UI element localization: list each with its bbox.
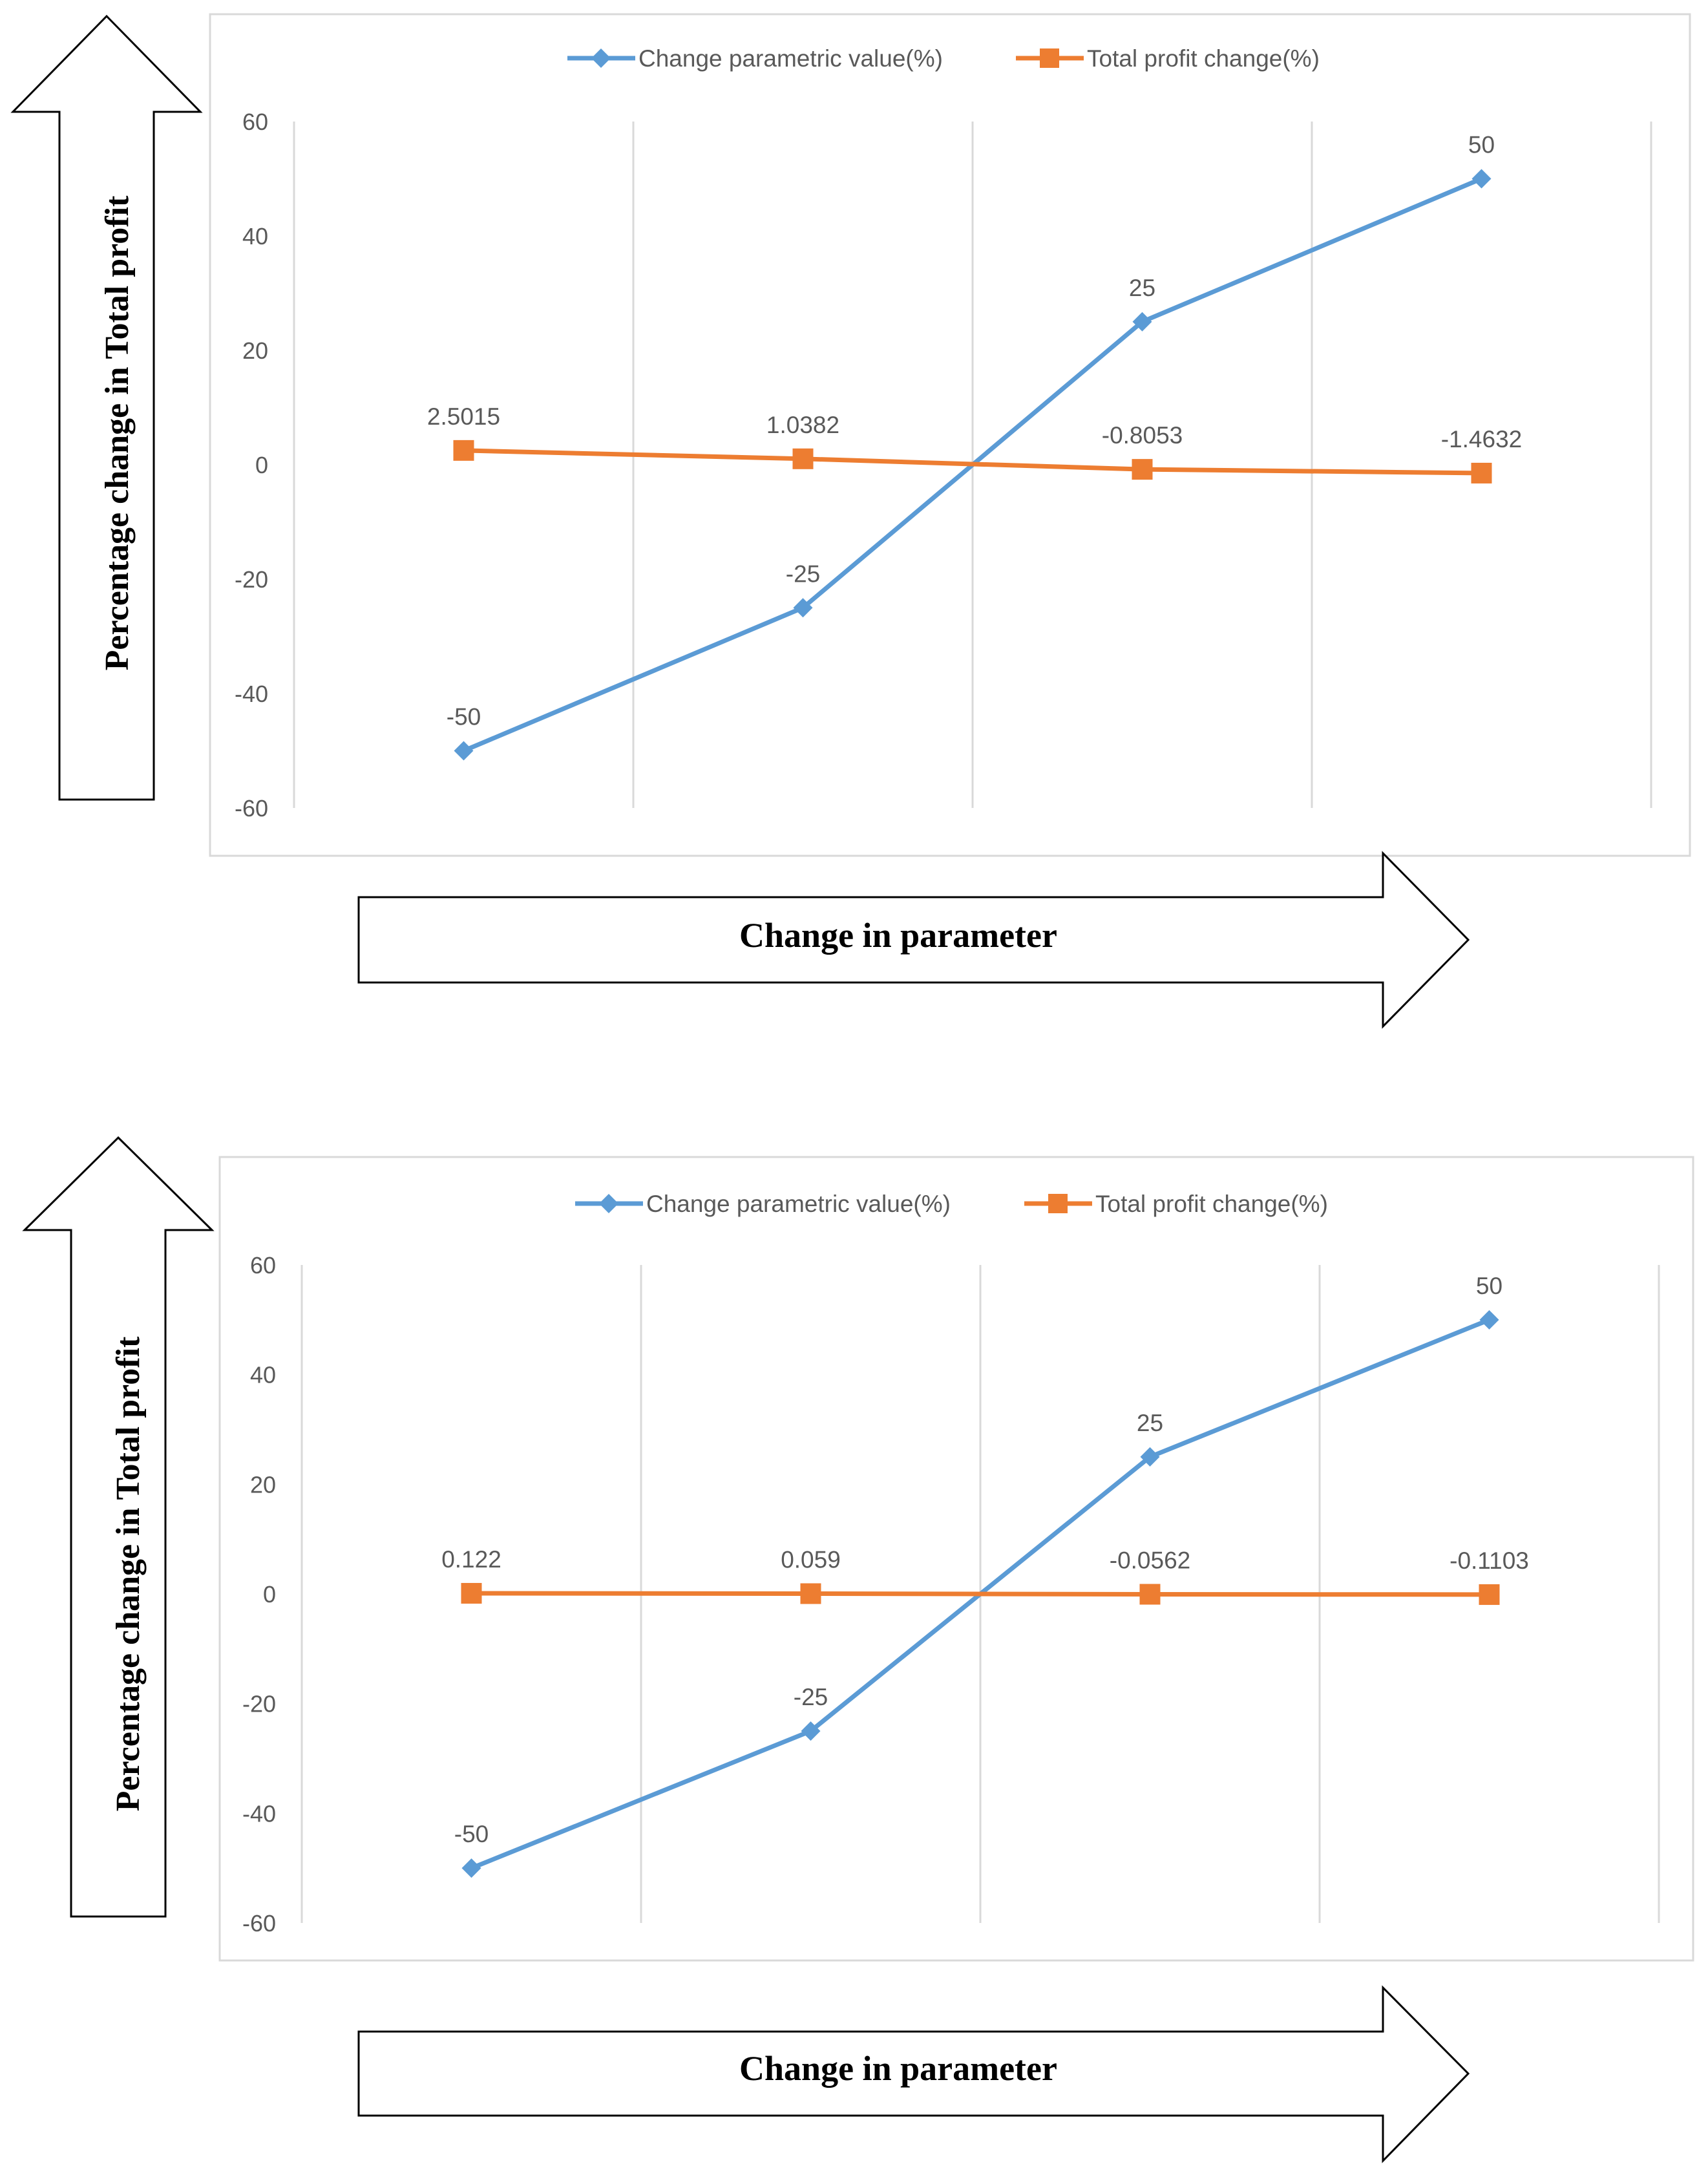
legend-label: Total profit change(%) — [1087, 45, 1320, 72]
data-label: 2.5015 — [427, 403, 500, 430]
series-line-2 — [461, 448, 1484, 476]
data-point-diamond — [1471, 169, 1492, 189]
y-axis-title: Percentage change in Total profit — [99, 195, 136, 670]
y-tick-label: 60 — [250, 1252, 276, 1279]
data-label: 1.0382 — [766, 412, 839, 438]
data-point-diamond — [454, 741, 474, 761]
chart-frame — [218, 1156, 1694, 1962]
data-point-square — [453, 440, 474, 461]
legend-label: Total profit change(%) — [1095, 1191, 1328, 1217]
data-label: -1.4632 — [1441, 426, 1523, 452]
legend-marker-square — [1040, 48, 1059, 68]
y-axis-arrow — [10, 14, 203, 801]
y-tick-label: -40 — [235, 681, 268, 707]
data-point-square — [1471, 462, 1492, 483]
series-line-2 — [469, 1591, 1492, 1597]
x-axis-title: Change in parameter — [739, 916, 1057, 955]
data-point-square — [461, 1582, 482, 1604]
data-label: -50 — [447, 704, 481, 730]
x-axis-title: Change in parameter — [739, 2049, 1057, 2088]
x-axis-arrow — [357, 1985, 1470, 2163]
data-label: -0.0562 — [1110, 1547, 1191, 1573]
legend-label: Change parametric value(%) — [638, 45, 943, 72]
data-label: 0.122 — [441, 1546, 501, 1573]
data-label: 0.059 — [781, 1546, 841, 1573]
data-point-diamond — [801, 1721, 821, 1741]
y-tick-label: 20 — [250, 1471, 276, 1498]
data-label: -0.1103 — [1450, 1547, 1529, 1574]
data-point-square — [800, 1583, 821, 1604]
y-tick-label: 60 — [242, 109, 268, 135]
legend-label: Change parametric value(%) — [646, 1191, 951, 1217]
legend-marker-diamond — [591, 48, 611, 68]
data-point-square — [1479, 1584, 1500, 1605]
data-point-diamond — [793, 598, 813, 618]
y-tick-label: -20 — [235, 566, 268, 593]
chart-2: 60 40 20 0 -20 -40 -60 Change parametric value(… — [22, 1136, 1694, 2163]
legend-marker-square — [1048, 1194, 1068, 1213]
data-point-square — [792, 448, 814, 469]
y-tick-label: -60 — [235, 795, 268, 822]
data-label: -50 — [454, 1821, 489, 1847]
y-tick-label: 0 — [263, 1581, 276, 1608]
y-axis-title: Percentage change in Total profit — [110, 1336, 147, 1811]
data-point-diamond — [1132, 312, 1152, 332]
data-point-square — [1132, 459, 1153, 480]
data-point-diamond — [1140, 1447, 1160, 1467]
data-label: 50 — [1476, 1273, 1502, 1299]
y-tick-label: -20 — [242, 1691, 276, 1717]
data-point-diamond — [1479, 1310, 1499, 1330]
data-point-diamond — [461, 1858, 481, 1878]
data-label: -25 — [786, 560, 820, 587]
data-label: 25 — [1137, 1410, 1163, 1436]
data-label: 50 — [1468, 132, 1495, 158]
x-axis-arrow — [357, 851, 1470, 1029]
y-tick-label: 0 — [255, 452, 268, 478]
chart-frame — [209, 13, 1691, 857]
y-tick-label: 20 — [242, 337, 268, 364]
data-label: 25 — [1129, 275, 1155, 301]
data-label: -25 — [794, 1684, 828, 1710]
data-point-square — [1139, 1584, 1161, 1605]
y-tick-label: 40 — [242, 223, 268, 250]
y-axis-arrow — [22, 1136, 215, 1918]
data-label: -0.8053 — [1102, 422, 1183, 449]
legend-marker-diamond — [599, 1194, 618, 1213]
chart-1: 60 40 20 0 -20 -40 -60 Change parametric value(… — [10, 13, 1691, 1029]
y-tick-label: -40 — [242, 1800, 276, 1827]
y-tick-label: 40 — [250, 1362, 276, 1388]
y-tick-label: -60 — [242, 1910, 276, 1937]
